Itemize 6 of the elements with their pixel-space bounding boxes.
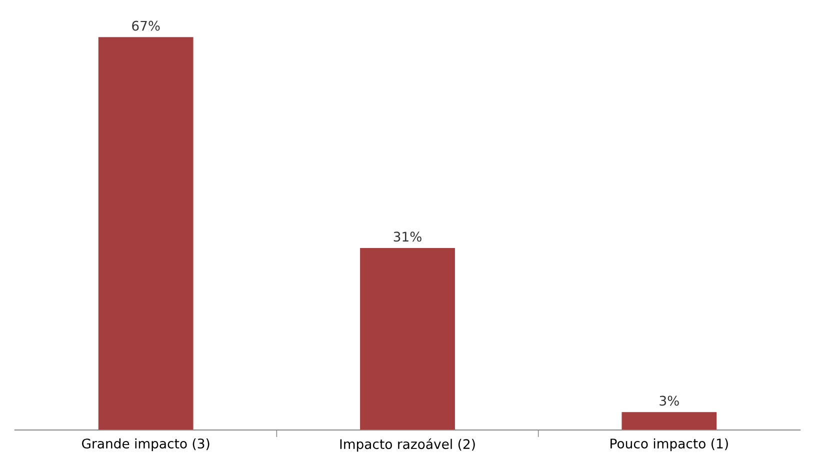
x-tick-label: Impacto razoável (2): [340, 438, 475, 452]
data-label: 67%: [132, 20, 160, 31]
data-label: 3%: [660, 396, 679, 406]
x-tick-label: Grande impacto (3): [82, 438, 210, 452]
x-tick-label: Pouco impacto (1): [610, 438, 728, 452]
data-label: 31%: [394, 232, 422, 242]
